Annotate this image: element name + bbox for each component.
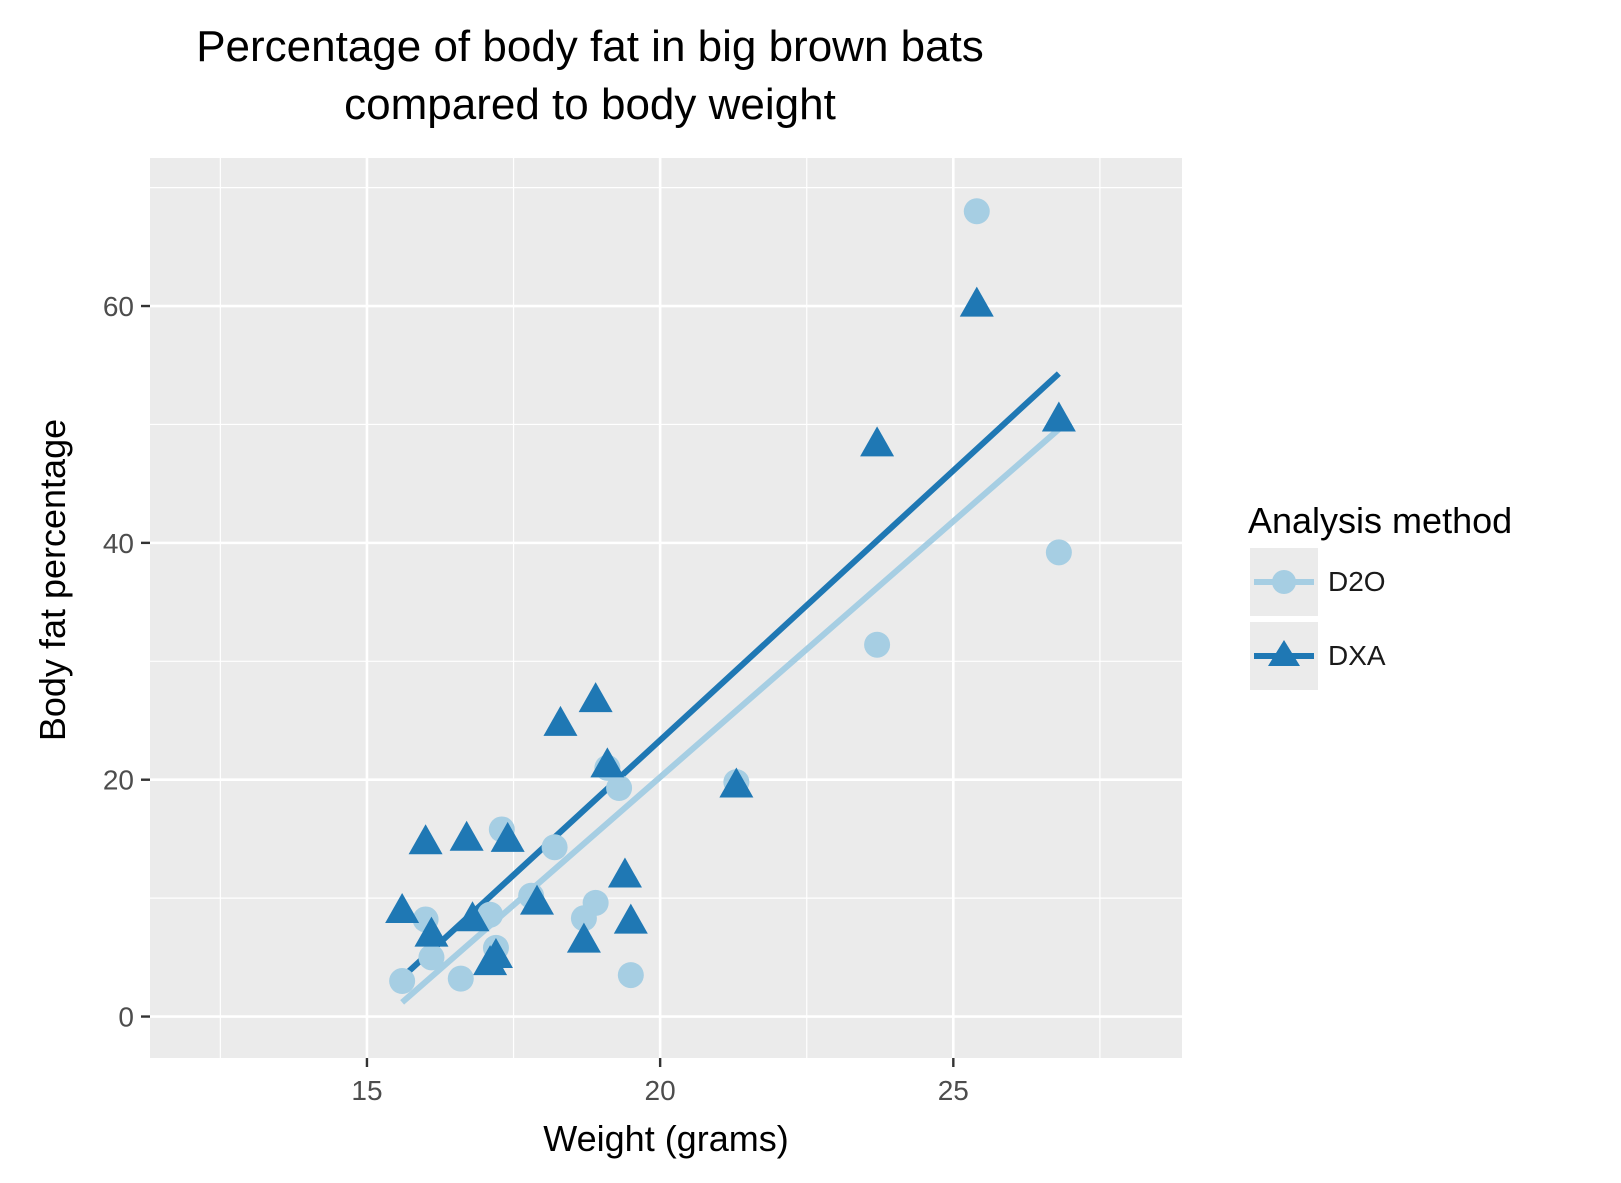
y-tick-label: 0	[118, 1002, 134, 1033]
legend-circle-icon	[1254, 570, 1314, 594]
point-d2o	[617, 962, 644, 989]
point-dxa	[478, 937, 513, 968]
x-tick-label: 25	[938, 1075, 969, 1106]
point-d2o	[864, 631, 891, 658]
point-d2o	[447, 965, 474, 992]
point-d2o	[606, 775, 633, 801]
y-tick-label: 40	[103, 528, 134, 559]
plot-panel	[150, 158, 1182, 1058]
point-dxa	[455, 901, 490, 932]
point-d2o	[541, 834, 568, 861]
point-dxa	[860, 426, 895, 457]
point-d2o	[963, 198, 990, 225]
point-dxa	[719, 767, 754, 798]
legend-key-d2o	[1250, 548, 1318, 616]
point-d2o	[418, 944, 445, 971]
point-d2o	[389, 968, 416, 995]
legend-triangle-icon	[1254, 640, 1314, 666]
chart-title-line-2: compared to body weight	[344, 80, 836, 129]
x-tick-label: 20	[645, 1075, 676, 1106]
fit-line-d2o	[400, 426, 1061, 1005]
fit-line-dxa	[400, 371, 1061, 980]
point-dxa	[490, 821, 525, 852]
point-dxa	[566, 922, 601, 953]
legend-item-dxa: DXA	[1250, 622, 1512, 690]
chart-title-line-1: Percentage of body fat in big brown bats	[196, 22, 984, 71]
y-axis-label: Body fat percentage	[32, 418, 73, 742]
point-dxa	[408, 824, 443, 855]
x-axis-label: Weight (grams)	[543, 1118, 789, 1159]
legend-label-dxa: DXA	[1328, 640, 1386, 671]
y-tick-label: 20	[103, 765, 134, 796]
y-tick-label: 60	[103, 291, 134, 322]
point-dxa	[520, 884, 554, 915]
point-dxa	[607, 857, 642, 888]
point-dxa	[613, 903, 648, 934]
point-dxa	[1041, 401, 1076, 432]
point-d2o	[1045, 539, 1072, 566]
point-dxa	[449, 820, 484, 851]
point-dxa	[590, 747, 625, 778]
x-tick-label: 15	[351, 1075, 382, 1106]
chart-title: Percentage of body fat in big brown bats…	[90, 18, 1090, 134]
legend-item-d2o: D2O	[1250, 548, 1512, 616]
point-dxa	[578, 682, 613, 713]
point-dxa	[959, 286, 994, 317]
point-dxa	[543, 705, 578, 736]
y-axis-label-box: Body fat percentage	[8, 340, 98, 820]
point-dxa	[414, 916, 449, 947]
legend: Analysis method D2O DXA	[1248, 500, 1513, 690]
legend-title: Analysis method	[1248, 500, 1513, 541]
point-dxa	[385, 892, 420, 923]
legend-key-dxa	[1250, 622, 1318, 690]
legend-label-d2o: D2O	[1328, 566, 1386, 597]
point-d2o	[582, 889, 609, 916]
